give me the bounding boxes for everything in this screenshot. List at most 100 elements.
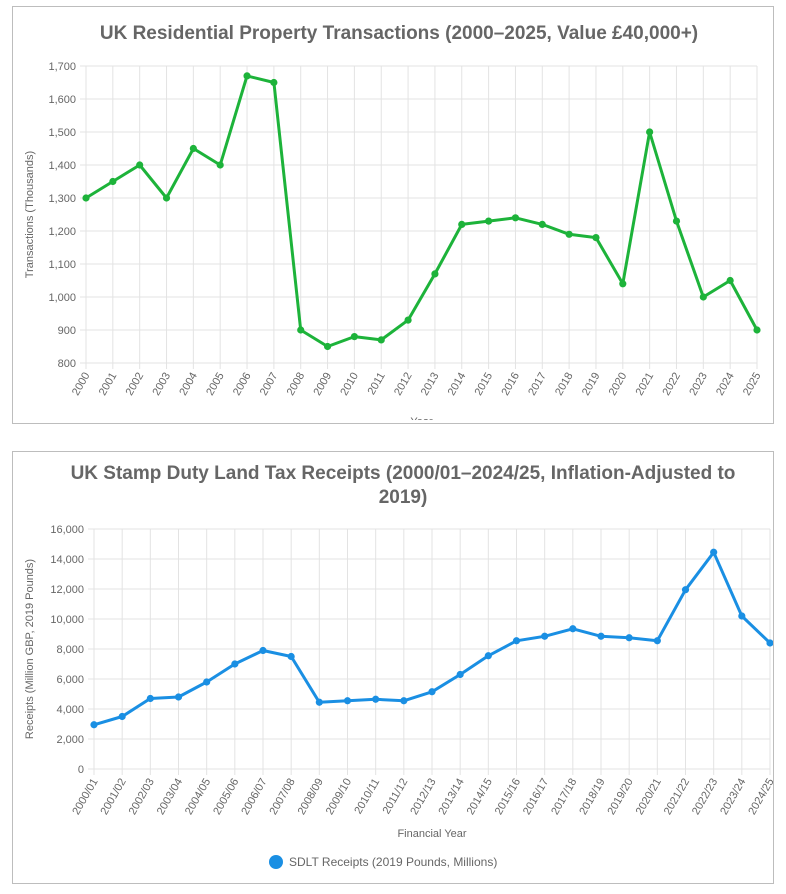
data-point — [541, 632, 549, 640]
data-point — [766, 639, 773, 647]
legend-marker — [269, 855, 283, 869]
x-tick-label: 2011 — [366, 371, 388, 397]
data-point — [458, 220, 466, 228]
x-tick-label: 2015 — [473, 371, 496, 398]
x-tick-label: 2020/21 — [634, 777, 664, 817]
data-point — [428, 688, 436, 696]
data-point — [485, 217, 493, 225]
y-tick-label: 1,600 — [48, 94, 76, 106]
y-tick-label: 1,700 — [48, 61, 76, 73]
x-tick-label: 2023/24 — [718, 777, 748, 817]
x-tick-label: 2004/05 — [183, 777, 213, 817]
data-point — [699, 293, 707, 301]
x-tick-label: 2006/07 — [239, 777, 269, 817]
x-tick-label: 2009 — [312, 371, 335, 398]
legend-label: SDLT Receipts (2019 Pounds, Millions) — [289, 855, 497, 869]
data-point — [118, 712, 126, 721]
x-tick-label: 2024 — [714, 371, 737, 398]
data-point — [203, 678, 211, 686]
x-tick-label: 2004 — [177, 371, 200, 398]
x-tick-label: 2020 — [607, 371, 630, 398]
x-tick-label: 2005 — [204, 371, 227, 398]
x-tick-label: 2010/11 — [352, 777, 382, 817]
x-tick-label: 2003 — [150, 371, 173, 398]
data-point — [753, 326, 761, 334]
data-point — [565, 230, 573, 238]
y-axis-title: Receipts (Million GBP, 2019 Pounds) — [24, 559, 36, 739]
transactions-chart: UK Residential Property Transactions (20… — [24, 23, 764, 423]
data-point — [350, 333, 358, 341]
transactions-chart-body: UK Residential Property Transactions (20… — [24, 23, 764, 423]
data-point — [646, 128, 654, 136]
x-tick-label: 2017/18 — [549, 777, 579, 817]
data-point — [372, 695, 380, 703]
data-point — [710, 548, 718, 556]
x-tick-label: 2000/01 — [70, 777, 100, 817]
y-tick-label: 1,500 — [48, 127, 76, 139]
data-point — [315, 698, 323, 706]
data-point — [174, 693, 183, 701]
x-tick-label: 2012/13 — [408, 777, 438, 817]
x-tick-label: 2023 — [687, 371, 710, 398]
x-tick-label: 2014 — [446, 371, 469, 398]
y-tick-label: 800 — [58, 358, 76, 370]
x-tick-label: 2001 — [97, 371, 120, 398]
data-point — [484, 652, 492, 660]
x-tick-label: 2007 — [258, 371, 281, 398]
x-axis-title: Financial Year — [397, 828, 466, 840]
x-tick-label: 2019/20 — [605, 777, 635, 817]
x-tick-label: 2025 — [741, 371, 764, 398]
series-line — [85, 74, 759, 348]
data-point — [323, 342, 332, 351]
x-tick-label: 2006 — [231, 371, 254, 398]
x-tick-label: 2015/16 — [493, 777, 523, 817]
data-point — [625, 634, 633, 642]
data-point — [259, 646, 267, 655]
x-tick-label: 2021 — [634, 371, 657, 398]
y-tick-label: 16,000 — [50, 524, 84, 536]
data-point — [162, 194, 171, 202]
y-tick-label: 12,000 — [50, 584, 84, 596]
x-tick-label: 2014/15 — [465, 777, 495, 817]
x-tick-label: 2013/14 — [436, 777, 466, 817]
data-point — [511, 214, 520, 222]
data-point — [90, 721, 98, 729]
data-point — [216, 161, 224, 169]
data-point — [109, 177, 117, 186]
chart-title: UK Stamp Duty Land Tax Receipts (2000/01… — [71, 463, 736, 484]
data-point — [400, 697, 408, 705]
data-point — [569, 625, 577, 633]
data-point — [619, 280, 627, 288]
data-point — [738, 612, 746, 620]
x-tick-label: 2017 — [526, 371, 549, 398]
data-point — [377, 336, 385, 344]
data-point — [512, 637, 521, 645]
data-point — [681, 586, 690, 594]
x-tick-label: 2018 — [553, 371, 576, 398]
y-tick-label: 4,000 — [56, 704, 84, 716]
x-tick-label: 2008 — [285, 371, 308, 398]
y-tick-label: 14,000 — [50, 554, 84, 566]
y-tick-label: 0 — [78, 764, 84, 776]
y-tick-label: 1,200 — [48, 226, 76, 238]
data-point — [726, 276, 734, 285]
data-point — [136, 161, 144, 169]
x-tick-label: 2005/06 — [211, 777, 241, 817]
x-tick-label: 2019 — [580, 371, 603, 398]
x-tick-label: 2011/12 — [381, 777, 411, 817]
data-point — [456, 670, 464, 679]
data-point — [597, 632, 605, 640]
y-tick-label: 2,000 — [56, 734, 84, 746]
x-tick-label: 2000 — [70, 371, 93, 398]
data-point — [146, 694, 154, 703]
x-tick-label: 2022 — [660, 371, 683, 398]
y-tick-label: 900 — [58, 325, 76, 337]
x-tick-label: 2009/10 — [324, 777, 354, 817]
data-point — [431, 270, 439, 278]
x-axis-title: Year — [410, 416, 433, 423]
x-tick-label: 2024/25 — [746, 777, 773, 817]
x-tick-label: 2016 — [499, 371, 522, 398]
x-tick-label: 2003/04 — [155, 777, 185, 817]
y-axis-title: Transactions (Thousands) — [24, 151, 36, 278]
data-point — [404, 316, 412, 324]
